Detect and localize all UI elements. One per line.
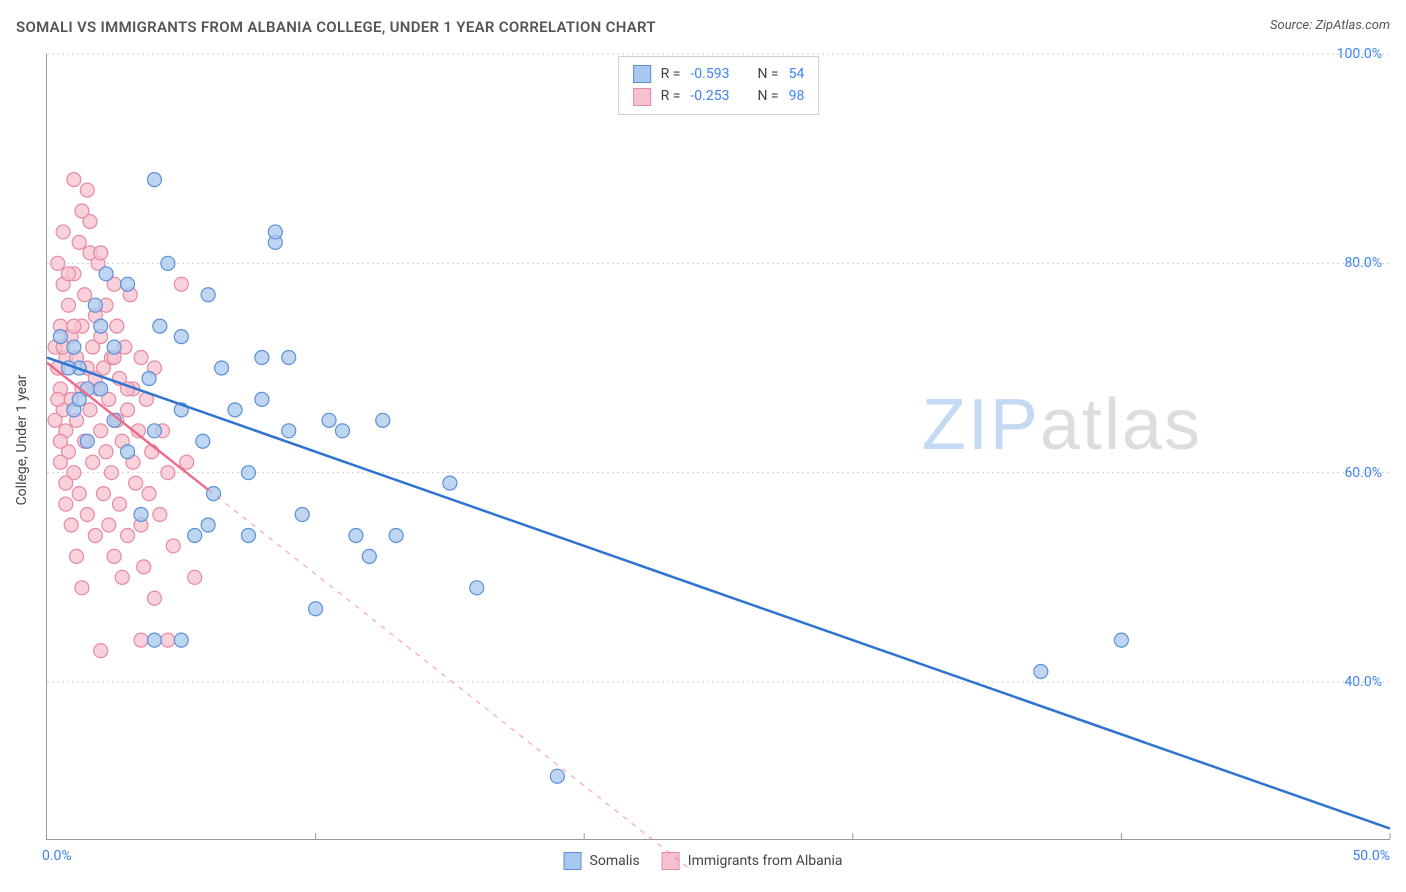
- legend-swatch-blue: [633, 65, 651, 83]
- source-attribution: Source: ZipAtlas.com: [1270, 18, 1390, 33]
- r-label: R =: [661, 63, 681, 85]
- legend-row: R = -0.593 N = 54: [633, 63, 805, 85]
- series-legend: Somalis Immigrants from Albania: [564, 852, 843, 870]
- source-prefix: Source:: [1270, 18, 1315, 33]
- legend-item-albania: Immigrants from Albania: [662, 852, 843, 870]
- n-label: N =: [757, 63, 778, 85]
- correlation-legend: R = -0.593 N = 54 R = -0.253 N = 98: [618, 56, 820, 115]
- legend-swatch-blue: [564, 852, 582, 870]
- series-Somalis: [53, 173, 1128, 784]
- legend-label: Somalis: [590, 853, 640, 869]
- chart-plot-area: ZIPatlas R = -0.593 N = 54 R = -0.253 N …: [46, 54, 1390, 840]
- r-value: -0.253: [690, 85, 729, 107]
- legend-item-somalis: Somalis: [564, 852, 640, 870]
- r-value: -0.593: [690, 63, 729, 85]
- n-value: 98: [789, 85, 805, 107]
- r-label: R =: [661, 85, 681, 107]
- x-min-label: 0.0%: [42, 848, 72, 864]
- n-label: N =: [757, 85, 778, 107]
- chart-title: SOMALI VS IMMIGRANTS FROM ALBANIA COLLEG…: [16, 18, 656, 36]
- y-axis-label: College, Under 1 year: [14, 375, 30, 506]
- source-link[interactable]: ZipAtlas.com: [1315, 18, 1390, 33]
- legend-swatch-pink: [633, 88, 651, 106]
- legend-row: R = -0.253 N = 98: [633, 85, 805, 107]
- legend-swatch-pink: [662, 852, 680, 870]
- x-max-label: 50.0%: [1352, 848, 1390, 864]
- legend-label: Immigrants from Albania: [688, 853, 843, 869]
- n-value: 54: [789, 63, 805, 85]
- scatter-plot-svg: [47, 54, 1390, 839]
